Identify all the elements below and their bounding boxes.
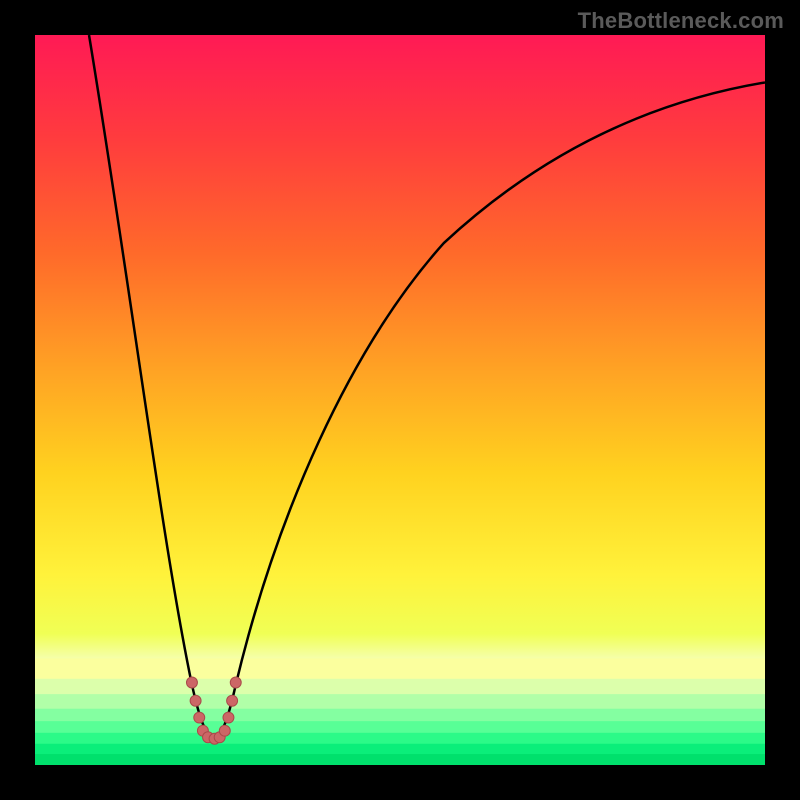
dip-marker xyxy=(227,695,238,706)
band xyxy=(35,721,765,733)
dip-marker xyxy=(186,677,197,688)
band xyxy=(35,679,765,694)
band xyxy=(35,754,765,765)
dip-marker xyxy=(223,712,234,723)
dip-marker xyxy=(190,695,201,706)
chart-svg xyxy=(35,35,765,765)
band xyxy=(35,744,765,754)
dip-marker xyxy=(194,712,205,723)
chart-plot-area xyxy=(35,35,765,765)
band xyxy=(35,694,765,709)
chart-bands xyxy=(35,658,765,765)
dip-marker xyxy=(230,677,241,688)
band xyxy=(35,733,765,744)
chart-outer-frame: TheBottleneck.com xyxy=(0,0,800,800)
attribution-text: TheBottleneck.com xyxy=(578,8,784,34)
band xyxy=(35,709,765,721)
dip-marker xyxy=(219,725,230,736)
band xyxy=(35,658,765,678)
